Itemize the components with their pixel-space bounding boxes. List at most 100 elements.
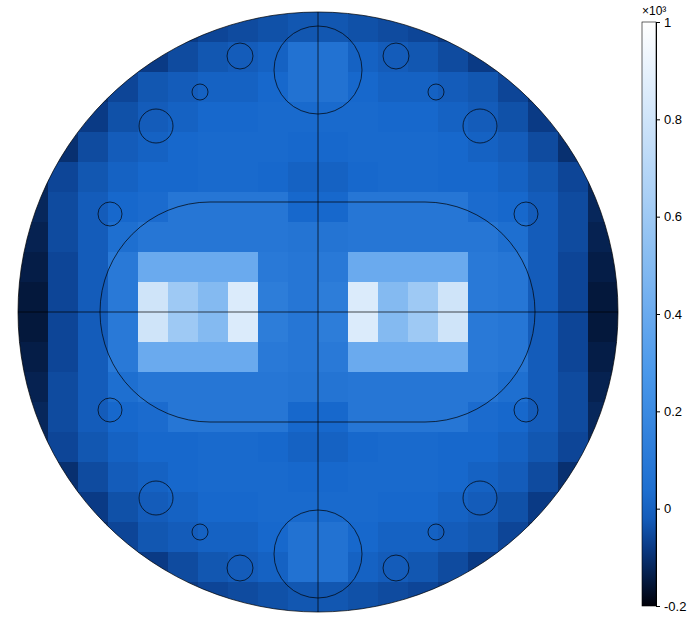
field-cell bbox=[438, 192, 469, 223]
field-cell bbox=[288, 402, 319, 433]
field-cell bbox=[378, 72, 409, 103]
field-cell bbox=[378, 342, 409, 373]
field-cell bbox=[18, 372, 49, 403]
field-cell bbox=[378, 222, 409, 253]
field-cell bbox=[138, 72, 169, 103]
field-cell bbox=[228, 582, 259, 613]
field-cell bbox=[408, 462, 439, 493]
field-cell bbox=[138, 312, 169, 343]
field-cell bbox=[468, 162, 499, 193]
field-cell bbox=[588, 372, 619, 403]
field-cell bbox=[198, 582, 229, 613]
field-cell bbox=[528, 222, 559, 253]
colorbar-tick-mark bbox=[656, 606, 660, 607]
colorbar-tick-mark bbox=[656, 119, 660, 120]
field-cell bbox=[198, 102, 229, 133]
field-cell bbox=[588, 402, 619, 433]
field-cell bbox=[498, 432, 529, 463]
field-cell bbox=[228, 312, 259, 343]
field-cell bbox=[168, 402, 199, 433]
field-cell bbox=[198, 252, 229, 283]
hole bbox=[192, 84, 208, 100]
field-cell bbox=[78, 192, 109, 223]
field-cell bbox=[468, 252, 499, 283]
field-cell bbox=[198, 492, 229, 523]
colorbar-tick: -0.2 bbox=[656, 599, 686, 614]
field-cell bbox=[198, 282, 229, 313]
field-cell bbox=[528, 522, 559, 553]
field-cell bbox=[348, 282, 379, 313]
field-cell bbox=[48, 342, 79, 373]
field-cell bbox=[468, 312, 499, 343]
field-cell bbox=[288, 462, 319, 493]
field-cell bbox=[558, 162, 589, 193]
field-cell bbox=[318, 252, 349, 283]
field-cell bbox=[138, 162, 169, 193]
field-cell bbox=[228, 132, 259, 163]
field-cell bbox=[198, 432, 229, 463]
field-cell bbox=[48, 192, 79, 223]
field-cell bbox=[138, 282, 169, 313]
field-cell bbox=[528, 462, 559, 493]
colorbar-tick: 0 bbox=[656, 501, 671, 516]
field-cell bbox=[468, 282, 499, 313]
field-cell bbox=[558, 402, 589, 433]
field-cell bbox=[258, 192, 289, 223]
field-cell bbox=[498, 492, 529, 523]
field-cell bbox=[108, 432, 139, 463]
field-cell bbox=[438, 522, 469, 553]
field-cell bbox=[558, 462, 589, 493]
field-cell bbox=[378, 162, 409, 193]
field-cell bbox=[498, 342, 529, 373]
field-cell bbox=[348, 462, 379, 493]
field-cell bbox=[498, 252, 529, 283]
field-cell bbox=[438, 252, 469, 283]
field-cell bbox=[48, 402, 79, 433]
field-cell bbox=[78, 402, 109, 433]
field-cell bbox=[468, 342, 499, 373]
field-cell bbox=[288, 12, 319, 43]
field-cell bbox=[378, 282, 409, 313]
field-cell bbox=[528, 132, 559, 163]
field-cell bbox=[168, 252, 199, 283]
field-cell bbox=[228, 462, 259, 493]
field-cell bbox=[78, 342, 109, 373]
field-cell bbox=[348, 312, 379, 343]
field-cell bbox=[528, 72, 559, 103]
field-cell bbox=[168, 372, 199, 403]
field-cell bbox=[288, 552, 319, 583]
colorbar-tick: 0.8 bbox=[656, 112, 682, 127]
field-cell bbox=[108, 492, 139, 523]
field-cell bbox=[228, 72, 259, 103]
field-cell bbox=[348, 72, 379, 103]
field-cell bbox=[498, 192, 529, 223]
field-cell bbox=[78, 72, 109, 103]
field-cell bbox=[408, 102, 439, 133]
field-cell bbox=[528, 372, 559, 403]
field-cell bbox=[558, 342, 589, 373]
colorbar-tick-label: 0.2 bbox=[664, 404, 682, 419]
field-cell bbox=[408, 312, 439, 343]
field-cell bbox=[378, 12, 409, 43]
field-cell bbox=[48, 252, 79, 283]
field-cell bbox=[348, 252, 379, 283]
field-cell bbox=[288, 162, 319, 193]
field-cell bbox=[198, 372, 229, 403]
field-cell bbox=[138, 252, 169, 283]
field-cell bbox=[78, 102, 109, 133]
field-cell bbox=[198, 312, 229, 343]
field-cell bbox=[528, 162, 559, 193]
field-cell bbox=[168, 222, 199, 253]
field-cell bbox=[108, 282, 139, 313]
field-cell bbox=[408, 402, 439, 433]
hole bbox=[98, 202, 122, 226]
field-cell bbox=[108, 252, 139, 283]
colorbar-tick-mark bbox=[656, 217, 660, 218]
field-cell bbox=[408, 342, 439, 373]
field-cell bbox=[408, 252, 439, 283]
field-cell bbox=[258, 372, 289, 403]
field-cell bbox=[108, 72, 139, 103]
field-cell bbox=[438, 222, 469, 253]
field-cell bbox=[318, 132, 349, 163]
field-cell bbox=[78, 462, 109, 493]
